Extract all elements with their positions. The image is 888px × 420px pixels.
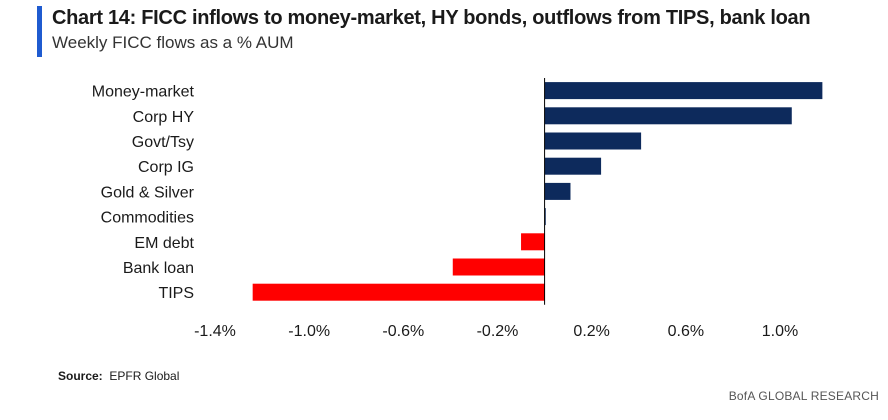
source-note: Source: EPFR Global [58,369,179,383]
x-tick-label: 0.2% [573,323,609,340]
category-label: Money-market [92,84,195,101]
category-label: EM debt [134,235,194,252]
bar-corp-hy [544,107,792,125]
bar-govt-tsy [544,132,642,150]
footer-credit: BofA GLOBAL RESEARCH [728,389,879,403]
bar-money-market [544,82,823,100]
x-tick-label: -0.2% [477,323,519,340]
chart-title: Chart 14: FICC inflows to money-market, … [52,7,811,29]
source-value: EPFR Global [109,369,180,383]
x-tick-label: 0.6% [668,323,704,340]
bar-em-debt [521,233,545,251]
title-accent-bar [37,6,42,57]
bar-commodities [544,208,546,226]
category-label: Bank loan [123,260,194,277]
chart-subtitle: Weekly FICC flows as a % AUM [52,33,294,52]
source-label: Source: [58,369,103,383]
category-label: Corp IG [138,159,194,176]
category-label: Commodities [101,210,194,227]
bar-tips [252,283,545,301]
category-label: TIPS [158,285,194,302]
bar-gold-silver [544,182,571,200]
category-label: Corp HY [133,109,195,126]
x-tick-label: -0.6% [382,323,424,340]
x-tick-label: -1.0% [288,323,330,340]
category-label: Gold & Silver [101,184,195,201]
category-label: Govt/Tsy [132,134,194,151]
x-tick-label: 1.0% [762,323,798,340]
bar-chart: Money-market Corp HY Govt/Tsy Corp IG Gold &… [92,78,823,340]
bar-bank-loan [452,258,545,276]
bar-corp-ig [544,157,602,175]
x-tick-label: -1.4% [194,323,236,340]
